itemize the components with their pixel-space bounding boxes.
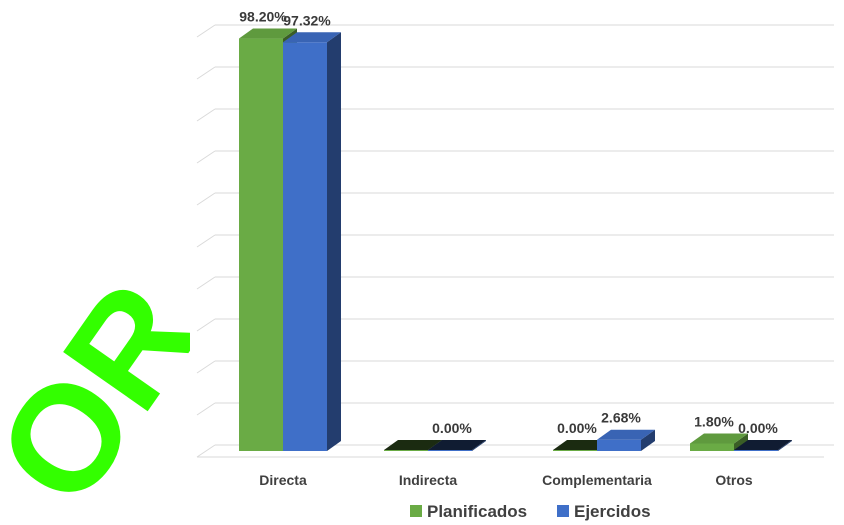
gridline-side xyxy=(196,276,216,290)
bar-ejercidos-complementaria xyxy=(597,429,655,451)
bar-front xyxy=(283,42,327,451)
bar-top xyxy=(690,433,748,444)
bar-top xyxy=(553,440,611,450)
category-label: Complementaria xyxy=(542,472,652,488)
gridline-side xyxy=(196,24,216,38)
gridline-side xyxy=(196,402,216,416)
gridline-side xyxy=(196,444,216,458)
category-label: Indirecta xyxy=(399,472,458,488)
bars xyxy=(239,28,792,452)
bar-front xyxy=(553,450,597,451)
bar-front xyxy=(597,439,641,451)
bar-side xyxy=(641,429,655,451)
data-label: 1.80% xyxy=(694,413,734,429)
bar-front xyxy=(734,450,778,451)
bar-side xyxy=(734,433,748,451)
bar-top xyxy=(283,32,341,43)
data-label: 0.00% xyxy=(557,420,597,436)
category-label: Directa xyxy=(259,472,307,488)
category-label: Otros xyxy=(715,472,753,488)
legend-label: Planificados xyxy=(427,502,527,521)
bar-top xyxy=(734,440,792,450)
bar-top xyxy=(239,28,297,39)
bar-front xyxy=(690,443,734,451)
bar-side xyxy=(778,440,792,451)
data-label: 0.00% xyxy=(738,420,778,436)
gridline-side xyxy=(196,318,216,332)
legend-swatch xyxy=(410,505,422,517)
data-label: 97.32% xyxy=(283,12,331,28)
legend-swatch xyxy=(557,505,569,517)
data-labels: 98.20%97.32%0.00% 0.00%2.68% 1.80% 0.00% xyxy=(239,9,778,436)
bar-ejercidos-otros xyxy=(734,440,792,451)
bar-top xyxy=(384,440,442,450)
category-labels: Directa Indirecta Complementaria Otros xyxy=(259,472,753,488)
gridline-side xyxy=(196,150,216,164)
bar-front xyxy=(239,38,283,452)
bar-planificados-otros xyxy=(690,433,748,451)
bar-top xyxy=(428,440,486,450)
legend-label: Ejercidos xyxy=(574,502,651,521)
gridline-side xyxy=(196,66,216,80)
gridline-side xyxy=(196,360,216,374)
bar-front xyxy=(428,450,472,451)
bar-ejercidos-indirecta xyxy=(428,440,486,451)
data-label: 98.20% xyxy=(239,9,287,25)
gridline-side xyxy=(196,234,216,248)
data-label: 0.00% xyxy=(432,420,472,436)
legend: Planificados Ejercidos xyxy=(410,502,651,521)
gridline-side xyxy=(196,108,216,122)
gridline-side xyxy=(196,192,216,206)
bar-side xyxy=(327,32,341,451)
bar-top xyxy=(597,429,655,440)
bar-side xyxy=(472,440,486,451)
data-label: 2.68% xyxy=(601,410,641,426)
bar-front xyxy=(384,450,428,451)
bar-ejercidos-directa xyxy=(283,32,341,451)
watermark: OR xyxy=(0,253,230,525)
